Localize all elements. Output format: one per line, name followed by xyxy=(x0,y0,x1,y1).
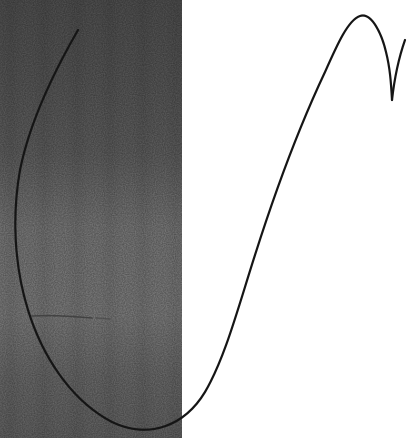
small-mark xyxy=(31,314,93,319)
scan-banding xyxy=(0,0,182,438)
small-mark-2 xyxy=(95,317,111,320)
scan-noise xyxy=(0,0,182,438)
grayscale-scan-panel xyxy=(0,0,182,438)
curve-path xyxy=(14,14,394,431)
curve-tail-path xyxy=(390,38,407,102)
